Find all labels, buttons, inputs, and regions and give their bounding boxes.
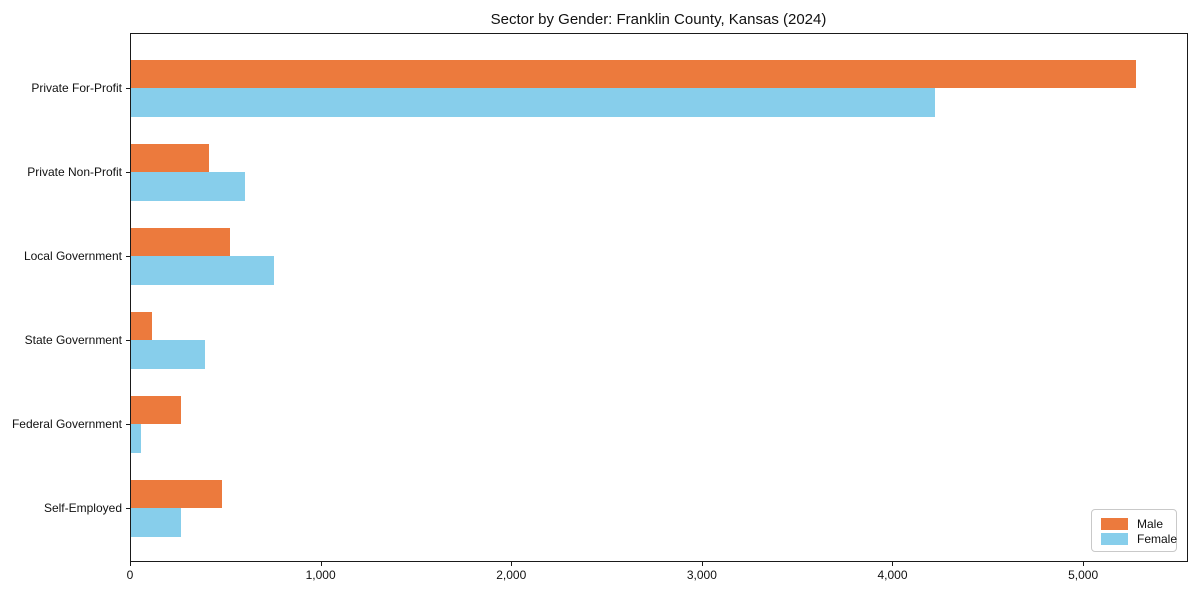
ytick-mark-self-employed [126, 507, 130, 509]
legend-swatch-female [1101, 532, 1128, 545]
ytick-mark-private-for-profit [126, 87, 130, 89]
legend-swatch-male [1101, 517, 1128, 530]
xtick-mark-4000 [892, 562, 894, 566]
bar-male-federal-government [131, 395, 181, 424]
xtick-mark-1000 [320, 562, 322, 566]
ytick-mark-private-non-profit [126, 171, 130, 173]
xtick-mark-0 [130, 562, 131, 566]
ytick-label-private-non-profit: Private Non-Profit [27, 165, 122, 179]
xtick-label-0: 0 [126, 568, 134, 582]
ytick-label-state-government: State Government [24, 333, 122, 347]
xtick-mark-5000 [1083, 562, 1085, 566]
ytick-mark-state-government [126, 339, 130, 341]
xtick-label-5000: 5,000 [1068, 568, 1099, 582]
xtick-mark-2000 [511, 562, 513, 566]
bar-female-federal-government [131, 424, 141, 453]
legend-label-male: Male [1137, 516, 1164, 531]
bar-male-private-non-profit [131, 143, 210, 172]
legend-label-female: Female [1137, 531, 1178, 546]
plot-spines [130, 33, 1188, 562]
bar-female-state-government [131, 340, 206, 369]
ytick-label-federal-government: Federal Government [11, 417, 122, 431]
bar-male-state-government [131, 311, 152, 340]
bar-female-local-government [131, 256, 274, 285]
bar-male-self-employed [131, 479, 223, 508]
bar-female-self-employed [131, 508, 181, 537]
bar-female-private-non-profit [131, 172, 246, 201]
xtick-mark-3000 [701, 562, 703, 566]
bar-female-private-for-profit [131, 88, 936, 117]
chart-title: Sector by Gender: Franklin County, Kansa… [490, 11, 827, 28]
xtick-label-4000: 4,000 [877, 568, 908, 582]
legend-entry-female: Female [1101, 531, 1177, 546]
legend: Male Female [1091, 509, 1177, 552]
ytick-label-local-government: Local Government [23, 249, 122, 263]
xtick-label-1000: 1,000 [305, 568, 336, 582]
ytick-label-self-employed: Self-Employed [43, 501, 122, 515]
bar-male-local-government [131, 227, 231, 256]
ytick-mark-local-government [126, 255, 130, 257]
xtick-label-3000: 3,000 [686, 568, 717, 582]
xtick-label-2000: 2,000 [496, 568, 527, 582]
ytick-mark-federal-government [126, 423, 130, 425]
bar-male-private-for-profit [131, 59, 1136, 88]
legend-entry-male: Male [1101, 516, 1167, 531]
ytick-label-private-for-profit: Private For-Profit [31, 81, 122, 95]
